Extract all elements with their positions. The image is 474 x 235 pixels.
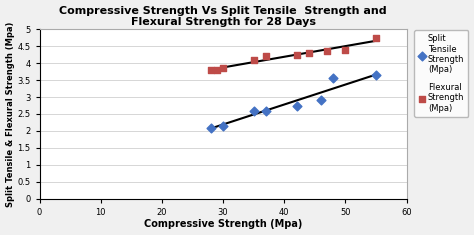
Split
Tensile
Strength
(Mpa)	[293, 104, 301, 107]
Split
Tensile
Strength
(Mpa)	[317, 98, 325, 102]
Flexural
Strength
(Mpa)	[323, 49, 331, 53]
Legend: Split
Tensile
Strength
(Mpa), Flexural
Strength
(Mpa): Split Tensile Strength (Mpa), Flexural S…	[414, 30, 468, 117]
Split
Tensile
Strength
(Mpa)	[372, 73, 380, 77]
Flexural
Strength
(Mpa)	[207, 68, 215, 72]
Y-axis label: Split Tensile & Flexural Strength (Mpa): Split Tensile & Flexural Strength (Mpa)	[6, 21, 15, 207]
Flexural
Strength
(Mpa)	[213, 68, 221, 72]
Flexural
Strength
(Mpa)	[293, 53, 301, 57]
Flexural
Strength
(Mpa)	[342, 48, 349, 51]
Flexural
Strength
(Mpa)	[219, 66, 227, 70]
Flexural
Strength
(Mpa)	[262, 55, 270, 58]
X-axis label: Compressive Strength (Mpa): Compressive Strength (Mpa)	[144, 219, 302, 229]
Split
Tensile
Strength
(Mpa)	[207, 126, 215, 129]
Split
Tensile
Strength
(Mpa)	[262, 109, 270, 113]
Flexural
Strength
(Mpa)	[250, 58, 257, 62]
Flexural
Strength
(Mpa)	[305, 51, 312, 55]
Flexural
Strength
(Mpa)	[372, 36, 380, 40]
Split
Tensile
Strength
(Mpa)	[250, 109, 257, 113]
Split
Tensile
Strength
(Mpa)	[219, 124, 227, 128]
Split
Tensile
Strength
(Mpa)	[329, 77, 337, 80]
Title: Compressive Strength Vs Split Tensile  Strength and
Flexural Strength for 28 Day: Compressive Strength Vs Split Tensile St…	[59, 6, 387, 27]
